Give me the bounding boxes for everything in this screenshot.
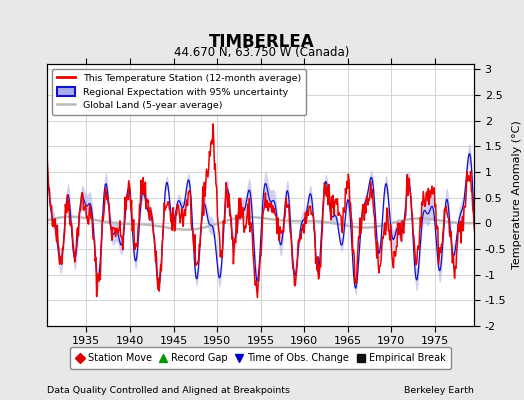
Text: TIMBERLEA: TIMBERLEA (209, 33, 315, 51)
Text: 44.670 N, 63.750 W (Canada): 44.670 N, 63.750 W (Canada) (174, 46, 350, 59)
Legend: Station Move, Record Gap, Time of Obs. Change, Empirical Break: Station Move, Record Gap, Time of Obs. C… (70, 347, 451, 369)
Text: Berkeley Earth: Berkeley Earth (405, 386, 474, 395)
Legend: This Temperature Station (12-month average), Regional Expectation with 95% uncer: This Temperature Station (12-month avera… (52, 69, 306, 115)
Text: Data Quality Controlled and Aligned at Breakpoints: Data Quality Controlled and Aligned at B… (47, 386, 290, 395)
Y-axis label: Temperature Anomaly (°C): Temperature Anomaly (°C) (512, 121, 522, 269)
